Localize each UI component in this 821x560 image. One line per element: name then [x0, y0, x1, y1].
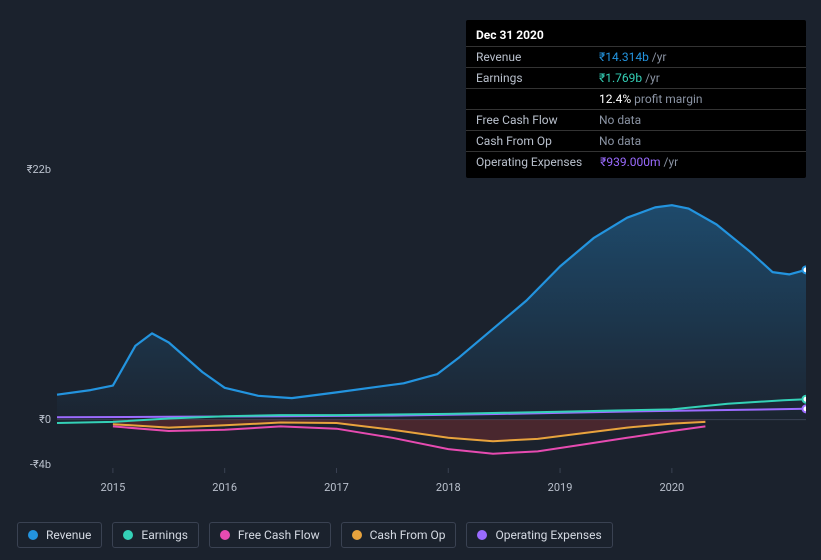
legend-item-cfo[interactable]: Cash From Op	[341, 522, 457, 548]
legend-label: Earnings	[141, 528, 188, 542]
tooltip-row-value: 12.4% profit margin	[599, 92, 703, 106]
tooltip-row-value: No data	[599, 113, 641, 127]
tooltip-row: Cash From Op No data	[466, 130, 806, 151]
tooltip-row-label: Cash From Op	[476, 134, 581, 148]
tooltip-rows: Revenue ₹14.314b /yr Earnings ₹1.769b /yr 12…	[466, 46, 806, 172]
tooltip-row: Earnings ₹1.769b /yr	[466, 67, 806, 88]
chart-canvas	[17, 155, 806, 500]
tooltip-row-label	[476, 92, 581, 106]
tooltip-row: Revenue ₹14.314b /yr	[466, 46, 806, 67]
legend-label: Cash From Op	[370, 528, 446, 542]
legend-swatch	[352, 530, 362, 540]
legend-label: Free Cash Flow	[238, 528, 320, 542]
y-axis-label: -₹4b	[17, 458, 51, 471]
legend-item-opex[interactable]: Operating Expenses	[466, 522, 612, 548]
legend-swatch	[28, 530, 38, 540]
tooltip-row: 12.4% profit margin	[466, 88, 806, 109]
tooltip-row-label: Earnings	[476, 71, 581, 85]
chart-legend: Revenue Earnings Free Cash Flow Cash From O…	[17, 522, 613, 548]
legend-swatch	[123, 530, 133, 540]
tooltip-row-label: Revenue	[476, 50, 581, 64]
legend-item-earnings[interactable]: Earnings	[112, 522, 199, 548]
financials-chart[interactable]: ₹22b₹0-₹4b201520162017201820192020	[17, 155, 806, 475]
legend-label: Revenue	[46, 528, 91, 542]
tooltip-row-value: ₹1.769b /yr	[599, 71, 660, 85]
legend-swatch	[220, 530, 230, 540]
tooltip-row-label: Free Cash Flow	[476, 113, 581, 127]
x-axis-label: 2020	[659, 481, 684, 494]
x-axis-label: 2019	[548, 481, 573, 494]
y-axis-label: ₹0	[17, 413, 51, 426]
x-axis-label: 2016	[212, 481, 237, 494]
tooltip-row-value: No data	[599, 134, 641, 148]
legend-item-revenue[interactable]: Revenue	[17, 522, 102, 548]
legend-item-fcf[interactable]: Free Cash Flow	[209, 522, 331, 548]
y-axis-label: ₹22b	[17, 163, 51, 176]
legend-swatch	[477, 530, 487, 540]
x-axis-label: 2017	[324, 481, 349, 494]
tooltip-date: Dec 31 2020	[466, 26, 806, 46]
tooltip-row: Free Cash Flow No data	[466, 109, 806, 130]
x-axis-label: 2018	[436, 481, 461, 494]
x-axis-label: 2015	[101, 481, 126, 494]
legend-label: Operating Expenses	[495, 528, 601, 542]
tooltip-row-value: ₹14.314b /yr	[599, 50, 667, 64]
